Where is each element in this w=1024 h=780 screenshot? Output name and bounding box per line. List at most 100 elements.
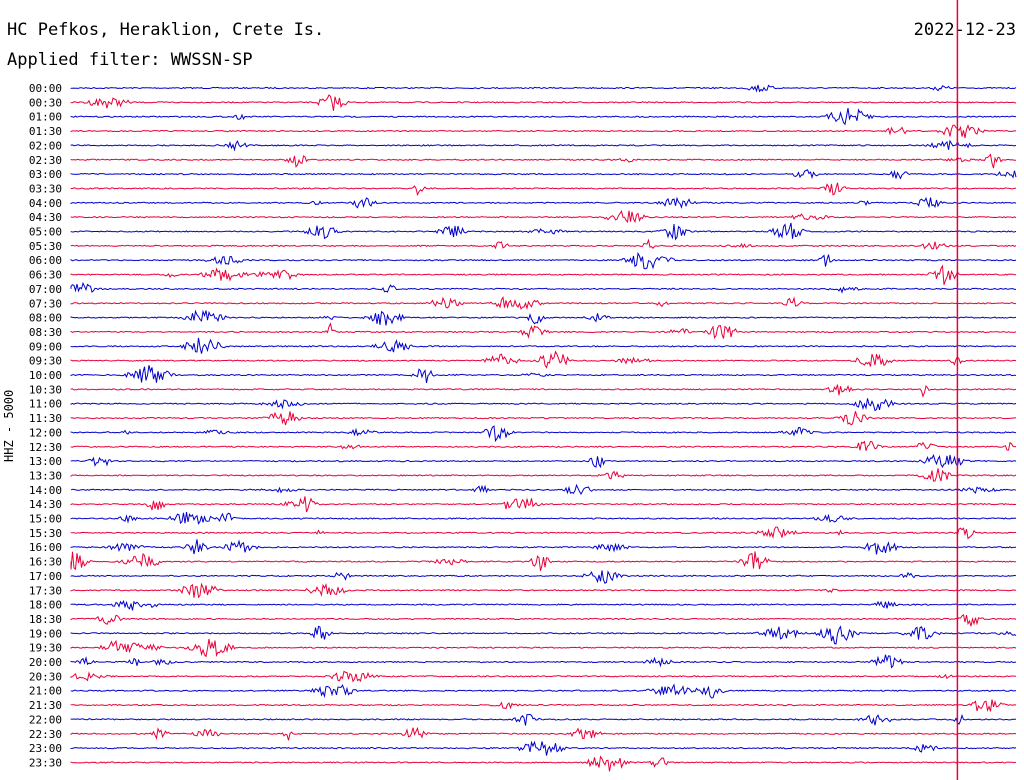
row-time-label: 02:30 [29,154,62,167]
trace-row [70,683,1016,699]
trace-row [70,281,1016,294]
row-time-label: 01:00 [29,111,62,124]
trace-row [70,496,1017,513]
trace-row [70,169,1017,180]
trace-row [70,182,1017,197]
row-time-label: 12:30 [29,441,62,454]
trace-row [70,295,1017,310]
trace-row [70,483,1017,495]
trace-row [70,654,1017,669]
trace-row [70,210,1017,224]
trace-row [70,599,1017,611]
row-time-label: 05:00 [29,226,62,239]
row-time-label: 23:00 [29,742,62,755]
row-time-label: 06:30 [29,269,62,282]
row-time-label: 00:30 [29,96,62,109]
trace-row [70,699,1017,712]
trace-row [70,551,1017,571]
row-time-label: 09:00 [29,340,62,353]
row-time-label: 08:00 [29,312,62,325]
row-time-label: 14:00 [29,484,62,497]
trace-row [70,124,1017,139]
row-time-label: 20:00 [29,656,62,669]
row-time-label: 10:00 [29,369,62,382]
trace-row [70,251,1017,270]
row-time-label: 17:30 [29,584,62,597]
date-label: 2022-12-23 [913,20,1016,40]
trace-row [70,526,1017,540]
trace-row [70,264,1017,285]
row-time-label: 06:00 [29,254,62,267]
row-time-label: 18:00 [29,599,62,612]
trace-row [70,309,1017,326]
row-time-label: 07:00 [29,283,62,296]
station-title: HC Pefkos, Heraklion, Crete Is. [7,20,325,40]
row-time-label: 07:30 [29,297,62,310]
row-time-label: 20:30 [29,670,62,683]
trace-row [70,337,1017,354]
trace-row [70,670,1017,683]
row-time-label: 14:30 [29,498,62,511]
trace-row [70,539,1017,555]
trace-row [70,139,1017,152]
row-time-label: 22:00 [29,713,62,726]
row-time-label: 03:30 [29,182,62,195]
row-time-label: 02:00 [29,139,62,152]
row-time-label: 01:30 [29,125,62,138]
trace-row [70,726,1017,741]
row-time-label: 11:30 [29,412,62,425]
trace-row [70,238,1017,250]
trace-row [70,222,1017,241]
trace-row [70,468,1017,482]
row-time-label: 13:00 [29,455,62,468]
trace-row [70,582,1017,599]
row-time-label: 12:00 [29,426,62,439]
trace-row [70,350,1017,369]
row-time-label: 22:30 [29,728,62,741]
row-time-label: 13:30 [29,469,62,482]
trace-row [70,440,1017,451]
row-time-label: 18:30 [29,613,62,626]
row-time-label: 03:00 [29,168,62,181]
trace-row [70,740,1017,756]
trace-row [70,108,1017,126]
trace-row [70,453,1017,469]
trace-row [70,322,1017,340]
trace-row [70,512,1017,525]
trace-row [70,384,1017,398]
row-time-label: 09:30 [29,355,62,368]
row-time-label: 11:00 [29,398,62,411]
row-time-label: 21:00 [29,685,62,698]
row-time-label: 16:00 [29,541,62,554]
trace-row [70,755,1017,772]
trace-row [70,570,1017,584]
row-time-label: 16:30 [29,556,62,569]
row-time-label: 17:00 [29,570,62,583]
row-time-label: 04:30 [29,211,62,224]
trace-row [70,713,1017,726]
filter-label: Applied filter: WWSSN-SP [7,50,253,70]
row-time-label: 19:30 [29,642,62,655]
row-time-label: 15:30 [29,527,62,540]
trace-row [70,84,1017,93]
row-time-label: 15:00 [29,513,62,526]
trace-row [70,425,1017,443]
trace-row [70,398,1017,412]
trace-row [70,638,1017,658]
row-time-label: 05:30 [29,240,62,253]
row-time-label: 19:00 [29,627,62,640]
trace-row [70,625,1017,645]
trace-row [70,94,1017,111]
row-time-label: 23:30 [29,756,62,769]
trace-row [70,196,1017,209]
trace-row [70,153,1017,169]
row-time-label: 21:30 [29,699,62,712]
row-time-label: 00:00 [29,82,62,95]
row-time-label: 08:30 [29,326,62,339]
row-time-label: 04:00 [29,197,62,210]
trace-row [70,365,1017,383]
trace-row [70,411,1017,426]
row-time-label: 10:30 [29,383,62,396]
trace-row [70,613,1017,627]
